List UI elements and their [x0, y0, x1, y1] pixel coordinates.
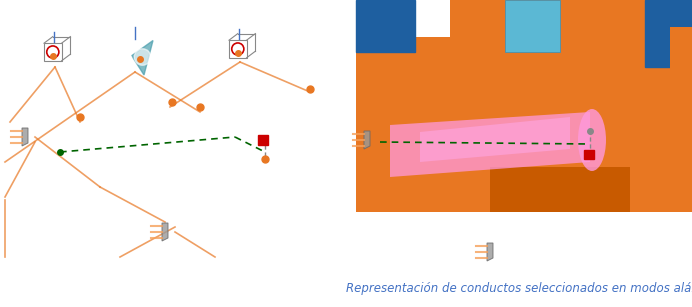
- Polygon shape: [356, 37, 440, 107]
- Polygon shape: [356, 0, 415, 52]
- Polygon shape: [505, 0, 560, 52]
- Polygon shape: [450, 0, 692, 122]
- Polygon shape: [490, 167, 630, 212]
- Polygon shape: [132, 41, 153, 75]
- Polygon shape: [22, 128, 28, 146]
- Polygon shape: [390, 112, 590, 177]
- Polygon shape: [356, 37, 490, 122]
- Polygon shape: [487, 243, 493, 261]
- Polygon shape: [630, 27, 692, 207]
- Polygon shape: [364, 131, 370, 149]
- Text: Representación de conductos seleccionados en modos alámbrico y sólido: Representación de conductos seleccionado…: [346, 282, 692, 295]
- Polygon shape: [356, 107, 692, 212]
- Bar: [258, 135, 268, 145]
- Polygon shape: [645, 0, 692, 67]
- Ellipse shape: [578, 109, 606, 171]
- Polygon shape: [162, 223, 168, 241]
- Polygon shape: [490, 107, 560, 167]
- Polygon shape: [420, 117, 570, 162]
- Ellipse shape: [134, 49, 151, 65]
- Bar: [584, 150, 594, 159]
